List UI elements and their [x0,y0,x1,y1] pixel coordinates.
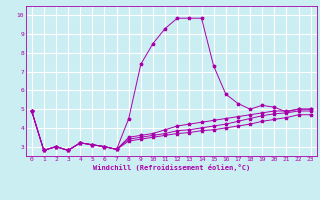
X-axis label: Windchill (Refroidissement éolien,°C): Windchill (Refroidissement éolien,°C) [92,164,250,171]
